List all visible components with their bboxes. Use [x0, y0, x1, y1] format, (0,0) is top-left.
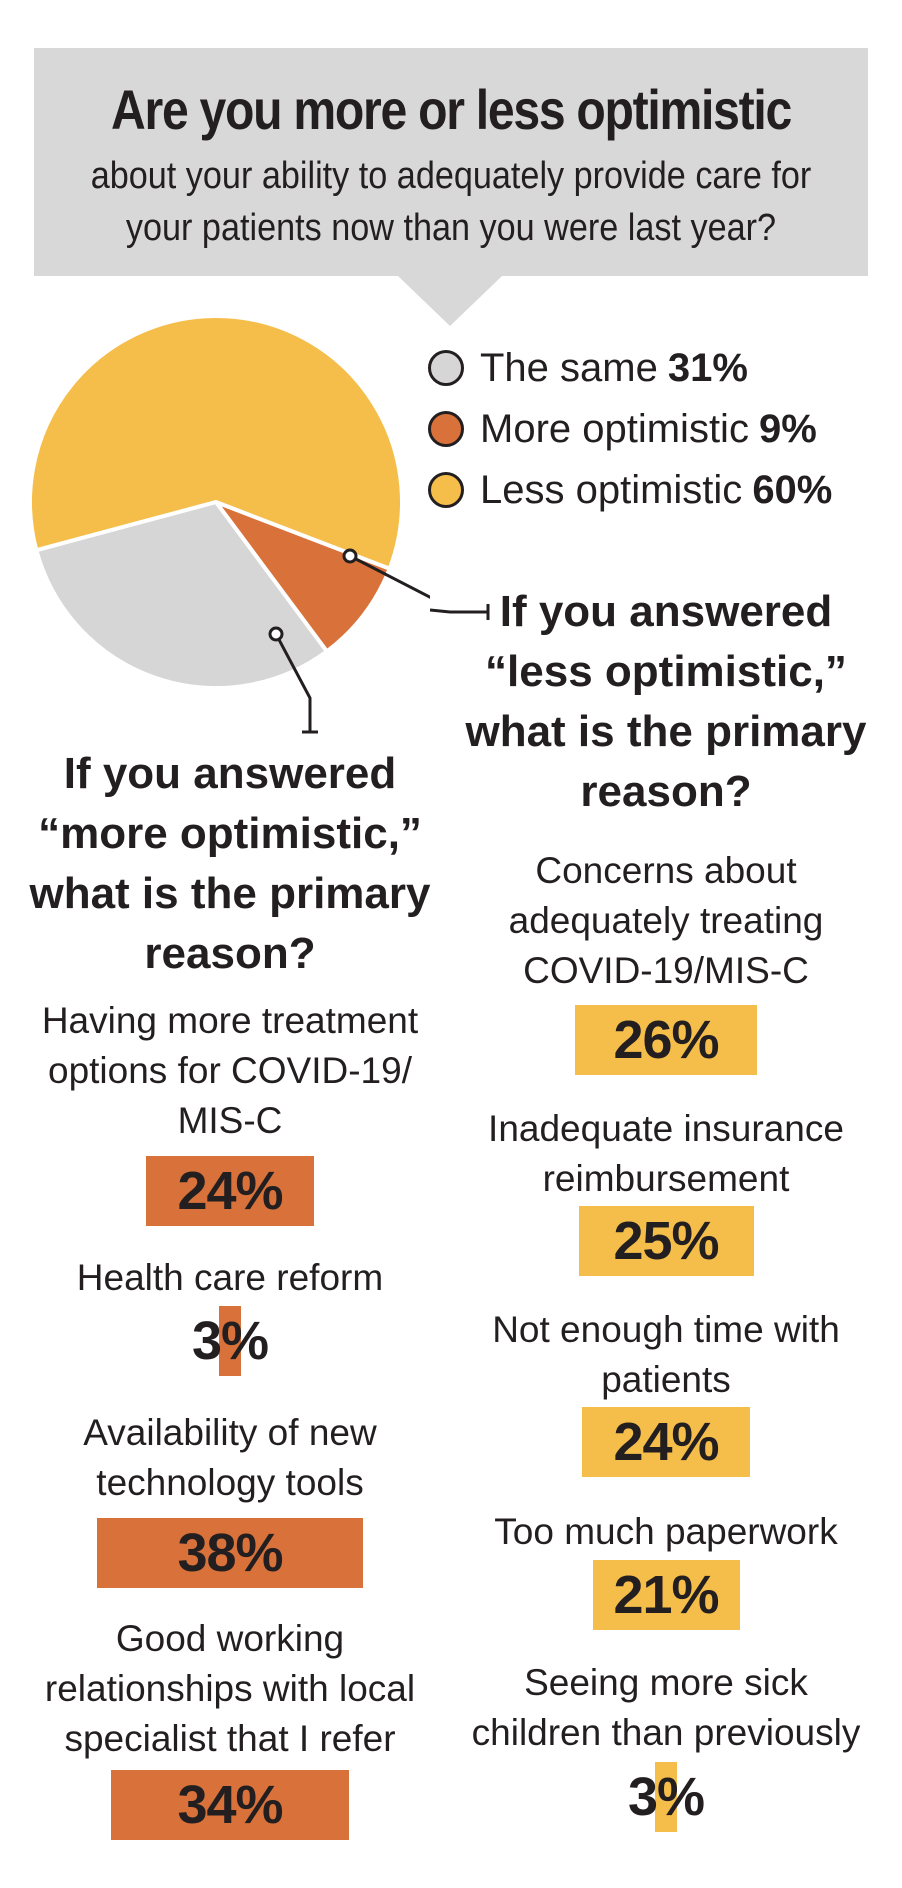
- legend-label: Less optimistic: [480, 467, 743, 512]
- legend-item-less-optimistic: Less optimistic 60%: [428, 465, 832, 515]
- question-title: Are you more or less optimistic: [111, 78, 792, 141]
- heading-line: If you answered: [499, 587, 833, 636]
- more-reason-label: Good working relationships with local sp…: [14, 1614, 446, 1764]
- legend-value: 60%: [752, 467, 833, 512]
- less-optimistic-heading: If you answered “less optimistic,” what …: [456, 582, 876, 822]
- reason-line: COVID-19/MIS-C: [523, 950, 809, 991]
- question-subtitle: about your ability to adequately provide…: [76, 150, 827, 254]
- less-reason-percent: 26%: [613, 1010, 719, 1070]
- pie-slices: [28, 314, 404, 690]
- more-reason-value: 24%: [20, 1156, 440, 1226]
- reason-line: children than previously: [471, 1712, 861, 1753]
- more-reason-value: 38%: [20, 1518, 440, 1588]
- less-reason-percent: 25%: [613, 1211, 719, 1271]
- less-optimistic-leader-segment: [430, 608, 488, 614]
- legend-swatch-more-optimistic: [428, 411, 464, 447]
- heading-line: If you answered: [63, 749, 397, 798]
- legend-swatch-less-optimistic: [428, 472, 464, 508]
- less-reason-bar: [655, 1762, 677, 1832]
- reason-line: Too much paperwork: [494, 1511, 838, 1552]
- more-reason-label: Availability of new technology tools: [20, 1408, 440, 1508]
- less-reason-value: 26%: [456, 1005, 876, 1075]
- more-reason-bar: [219, 1306, 241, 1376]
- question-subtitle-line: your patients now than you were last yea…: [125, 207, 777, 249]
- less-reason-label: Concerns about adequately treating COVID…: [456, 846, 876, 996]
- less-optimistic-leader-extension: [430, 604, 490, 620]
- more-reason-percent: 38%: [177, 1523, 283, 1583]
- reason-line: reimbursement: [542, 1158, 790, 1199]
- more-reason-bar: [146, 1156, 314, 1226]
- less-reason-percent: 21%: [613, 1565, 719, 1625]
- less-reason-bar: [582, 1407, 750, 1477]
- reason-line: MIS-C: [177, 1100, 283, 1141]
- less-optimistic-leader-dot: [342, 548, 358, 564]
- pie-slice-same: [33, 499, 330, 690]
- pie-leader-lines: [268, 548, 430, 734]
- more-reason-percent: 24%: [177, 1161, 283, 1221]
- less-reason-value: 21%: [456, 1560, 876, 1630]
- more-reason-value: 34%: [20, 1770, 440, 1840]
- less-reason-percent: 24%: [613, 1412, 719, 1472]
- less-reason-percent: 3%: [627, 1767, 705, 1827]
- reason-line: patients: [601, 1359, 731, 1400]
- more-optimistic-leader-line: [274, 633, 312, 732]
- more-optimistic-leader-dot: [268, 626, 284, 642]
- heading-line: reason?: [144, 929, 316, 978]
- reason-line: Concerns about: [535, 850, 797, 891]
- more-reason-value: 3%: [20, 1306, 440, 1376]
- reason-line: Health care reform: [76, 1257, 384, 1298]
- heading-line: “less optimistic,”: [485, 647, 847, 696]
- reason-line: Availability of new: [83, 1412, 377, 1453]
- reason-line: Having more treatment: [41, 1000, 419, 1041]
- less-reason-bar: [592, 1560, 740, 1630]
- less-optimistic-leader-line: [349, 554, 430, 599]
- more-reason-percent: 34%: [177, 1775, 283, 1835]
- less-reason-bar: [578, 1206, 754, 1276]
- less-reason-bar: [575, 1005, 757, 1075]
- reason-line: Not enough time with: [492, 1309, 840, 1350]
- heading-line: what is the primary: [465, 707, 867, 756]
- legend-item-same: The same 31%: [428, 343, 748, 393]
- reason-line: Inadequate insurance: [488, 1108, 844, 1149]
- less-reason-label: Not enough time with patients: [456, 1305, 876, 1405]
- reason-line: adequately treating: [508, 900, 824, 941]
- question-box: [34, 48, 868, 276]
- more-optimistic-heading: If you answered “more optimistic,” what …: [20, 744, 440, 984]
- more-reason-label: Having more treatment options for COVID-…: [20, 996, 440, 1146]
- reason-line: technology tools: [96, 1462, 364, 1503]
- legend-value: 9%: [758, 406, 817, 451]
- less-reason-value: 24%: [456, 1407, 876, 1477]
- question-box-pointer: [398, 276, 502, 326]
- legend-label: The same: [480, 345, 658, 390]
- legend-item-more-optimistic: More optimistic 9%: [428, 404, 817, 454]
- optimism-pie-chart: [28, 314, 430, 734]
- less-reason-label: Seeing more sick children than previousl…: [446, 1658, 886, 1758]
- heading-line: reason?: [580, 767, 752, 816]
- more-reason-percent: 3%: [191, 1311, 269, 1371]
- less-reason-label: Too much paperwork: [456, 1507, 876, 1557]
- legend-swatch-same: [428, 350, 464, 386]
- less-reason-label: Inadequate insurance reimbursement: [456, 1104, 876, 1204]
- heading-line: “more optimistic,”: [38, 809, 422, 858]
- less-reason-value: 25%: [456, 1206, 876, 1276]
- reason-line: relationships with local: [44, 1668, 416, 1709]
- heading-line: what is the primary: [29, 869, 431, 918]
- pie-slice-less-optimistic: [28, 314, 404, 572]
- reason-line: Good working: [115, 1618, 345, 1659]
- pie-slice-more-optimistic: [210, 497, 393, 655]
- question-subtitle-line: about your ability to adequately provide…: [90, 155, 812, 197]
- reason-line: Seeing more sick: [524, 1662, 808, 1703]
- reason-line: options for COVID-19/: [48, 1050, 412, 1091]
- more-reason-label: Health care reform: [20, 1253, 440, 1303]
- legend-value: 31%: [667, 345, 748, 390]
- reason-line: specialist that I refer: [64, 1718, 396, 1759]
- more-reason-bar: [111, 1770, 349, 1840]
- more-reason-bar: [97, 1518, 363, 1588]
- less-reason-value: 3%: [456, 1762, 876, 1832]
- legend-label: More optimistic: [480, 406, 749, 451]
